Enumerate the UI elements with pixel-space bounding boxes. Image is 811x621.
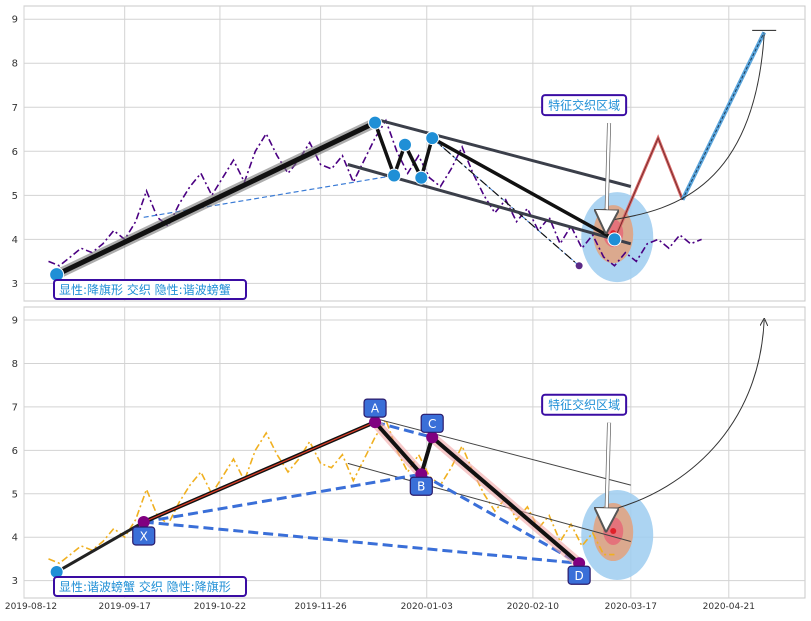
harmonic-label-box (409, 476, 433, 496)
y-tick-label: 6 (12, 446, 18, 457)
x-tick-label: 2020-01-03 (401, 602, 453, 612)
y-tick-label: 4 (12, 533, 18, 544)
pivot-marker (414, 170, 429, 185)
dashdot-line (431, 137, 580, 267)
pivot-marker (368, 115, 383, 130)
harmonic-solid-leg (419, 436, 435, 475)
harmonic-dashed-leg (143, 520, 580, 565)
y-tick-label: 7 (12, 103, 18, 114)
x-tick-label: 2020-04-21 (703, 602, 755, 612)
harmonic-solid-leg (373, 420, 423, 476)
x-tick-label: 2020-02-10 (507, 602, 560, 612)
harmonic-label-box (132, 526, 156, 546)
x-tick-label: 2020-03-17 (605, 602, 657, 612)
harmonic-pivot-dot (137, 515, 150, 528)
pivot-marker (425, 131, 440, 146)
zone-arrow (606, 123, 609, 222)
pattern-label: 显性:谐波螃蟹 交织 隐性:降旗形 (59, 579, 231, 594)
harmonic-point-label: C (428, 417, 436, 431)
price-series-line (48, 118, 702, 267)
harmonic-label-box (363, 398, 387, 418)
zone-arrow (606, 422, 609, 520)
zone-label-box (541, 94, 628, 117)
flag-channel-upper (380, 119, 632, 188)
plot-frame (23, 5, 806, 302)
price-series-line (48, 418, 615, 565)
harmonic-point-label: A (371, 402, 380, 416)
y-tick-label: 5 (12, 489, 18, 500)
x-tick-label: 2019-10-22 (194, 602, 246, 612)
projection-red-core (614, 136, 683, 240)
harmonic-label-box (567, 565, 591, 585)
harmonic-dashed-leg (420, 472, 580, 565)
harmonic-xa-core (143, 421, 376, 523)
y-tick-label: 6 (12, 147, 18, 158)
y-tick-label: 4 (12, 235, 18, 246)
harmonic-solid-leg (430, 435, 581, 565)
y-tick-label: 3 (12, 576, 18, 587)
harmonic-point-label: B (417, 480, 425, 494)
pole-leg (55, 520, 145, 574)
harmonic-pivot-dot (369, 416, 382, 429)
harmonic-dashed-leg (374, 420, 433, 439)
pivot-marker (607, 232, 622, 247)
y-tick-label: 9 (12, 15, 18, 26)
flag-line-lower (347, 462, 631, 542)
pivot-marker (387, 168, 402, 183)
zone-label: 特征交织区域 (548, 397, 620, 412)
harmonic-point-label: D (575, 569, 584, 583)
projection-arc (614, 320, 765, 510)
y-tick-label: 5 (12, 191, 18, 202)
pattern-label-box (53, 576, 247, 597)
x-tick-label: 2019-11-26 (294, 602, 347, 612)
flag-pole (54, 120, 378, 278)
pattern-label-box (53, 279, 247, 300)
y-tick-label: 8 (12, 359, 18, 370)
y-tick-label: 3 (12, 279, 18, 290)
flag-zigzag (373, 122, 616, 241)
harmonic-label-box (420, 413, 444, 433)
projection-blue-core (682, 32, 765, 200)
harmonic-point-label: X (140, 529, 148, 543)
x-tick-label: 2019-08-12 (5, 602, 57, 612)
harmonic-pivot-dot (426, 431, 439, 444)
plot-frame (23, 306, 806, 599)
projection-arc (614, 34, 765, 221)
x-tick-label: 2019-09-17 (99, 602, 151, 612)
pattern-label: 显性:降旗形 交织 隐性:谐波螃蟹 (59, 282, 231, 297)
feature-zone-center (610, 528, 617, 535)
zone-label-box (541, 393, 628, 416)
zone-label: 特征交织区域 (548, 98, 620, 113)
harmonic-dashed-leg (143, 472, 422, 524)
y-tick-label: 7 (12, 402, 18, 413)
pivot-marker (397, 137, 412, 152)
endpoint-marker (575, 262, 583, 270)
y-tick-label: 8 (12, 59, 18, 70)
y-tick-label: 9 (12, 316, 18, 327)
